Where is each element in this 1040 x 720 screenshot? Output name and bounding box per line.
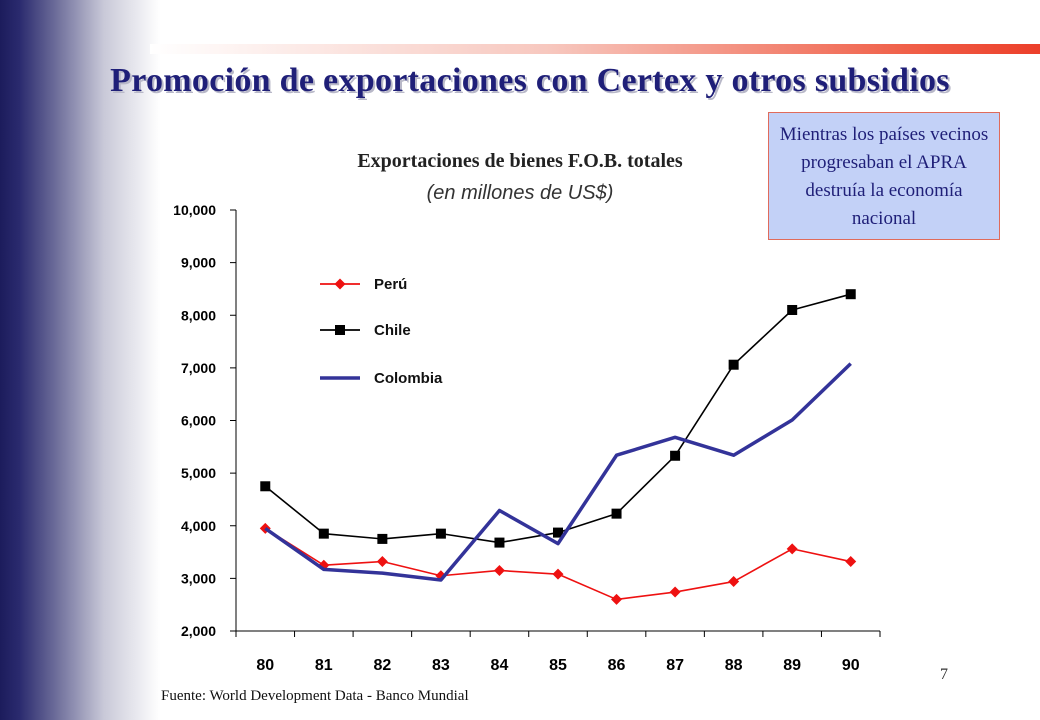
chart-subtitle: (en millones de US$) [426,182,614,204]
data-point-chile [318,528,329,539]
series-line-per [264,527,851,601]
note-text: Mientras los países vecinos progresaban … [779,124,989,229]
y-tick-label: 2,000 [181,623,216,639]
x-tick-label: 80 [256,657,274,674]
x-tick-label: 86 [608,657,626,674]
page-number: 7 [940,666,948,683]
data-point-per [845,556,857,568]
x-tick-label: 82 [373,657,391,674]
chart-title: Exportaciones de bienes F.O.B. totales [357,150,683,172]
y-tick-label: 5,000 [181,465,216,481]
y-tick-label: 9,000 [181,255,216,271]
data-point-chile [377,533,388,544]
y-tick-label: 10,000 [173,202,216,218]
x-tick-label: 88 [725,657,743,674]
data-point-per [376,556,388,568]
data-point-chile [553,527,563,538]
slide-title: Promoción de exportaciones con Certex y … [110,62,950,99]
x-tick-label: 85 [549,657,567,674]
data-point-per [493,564,505,576]
y-tick-label: 3,000 [181,570,216,586]
data-point-chile [787,304,798,315]
x-tick-label: 81 [315,657,333,674]
y-tick-label: 8,000 [181,307,216,323]
data-point-per [728,576,740,588]
data-point-per [552,568,564,580]
data-point-per [611,593,623,605]
data-point-chile [435,528,446,539]
top-accent-strip [150,44,1040,54]
x-tick-label: 83 [432,657,450,674]
note-box: Mientras los países vecinos progresaban … [768,112,1000,240]
data-point-chile [670,450,681,461]
data-point-chile [260,481,271,492]
data-point-chile [494,537,505,548]
x-tick-label: 84 [491,657,509,674]
x-tick-label: 87 [666,657,684,674]
data-point-chile [611,508,622,519]
legend-label-colombia: Colombia [374,370,443,387]
y-tick-label: 6,000 [181,413,216,429]
y-tick-label: 7,000 [181,360,216,376]
data-point-per [669,586,681,598]
legend-marker-chile [335,325,345,335]
data-point-chile [845,289,856,300]
source-note: Fuente: World Development Data - Banco M… [161,688,469,704]
data-point-per [786,543,798,555]
x-tick-label: 89 [783,657,801,674]
data-point-chile [728,359,739,370]
legend-marker-per [334,278,346,290]
series-line-colombia [264,362,852,582]
series-line-chile [264,293,851,544]
y-tick-label: 4,000 [181,518,216,534]
side-gradient-bar [0,0,160,720]
legend-label-chile: Chile [374,322,411,339]
legend-label-per: Perú [374,276,407,293]
x-tick-label: 90 [842,657,860,674]
